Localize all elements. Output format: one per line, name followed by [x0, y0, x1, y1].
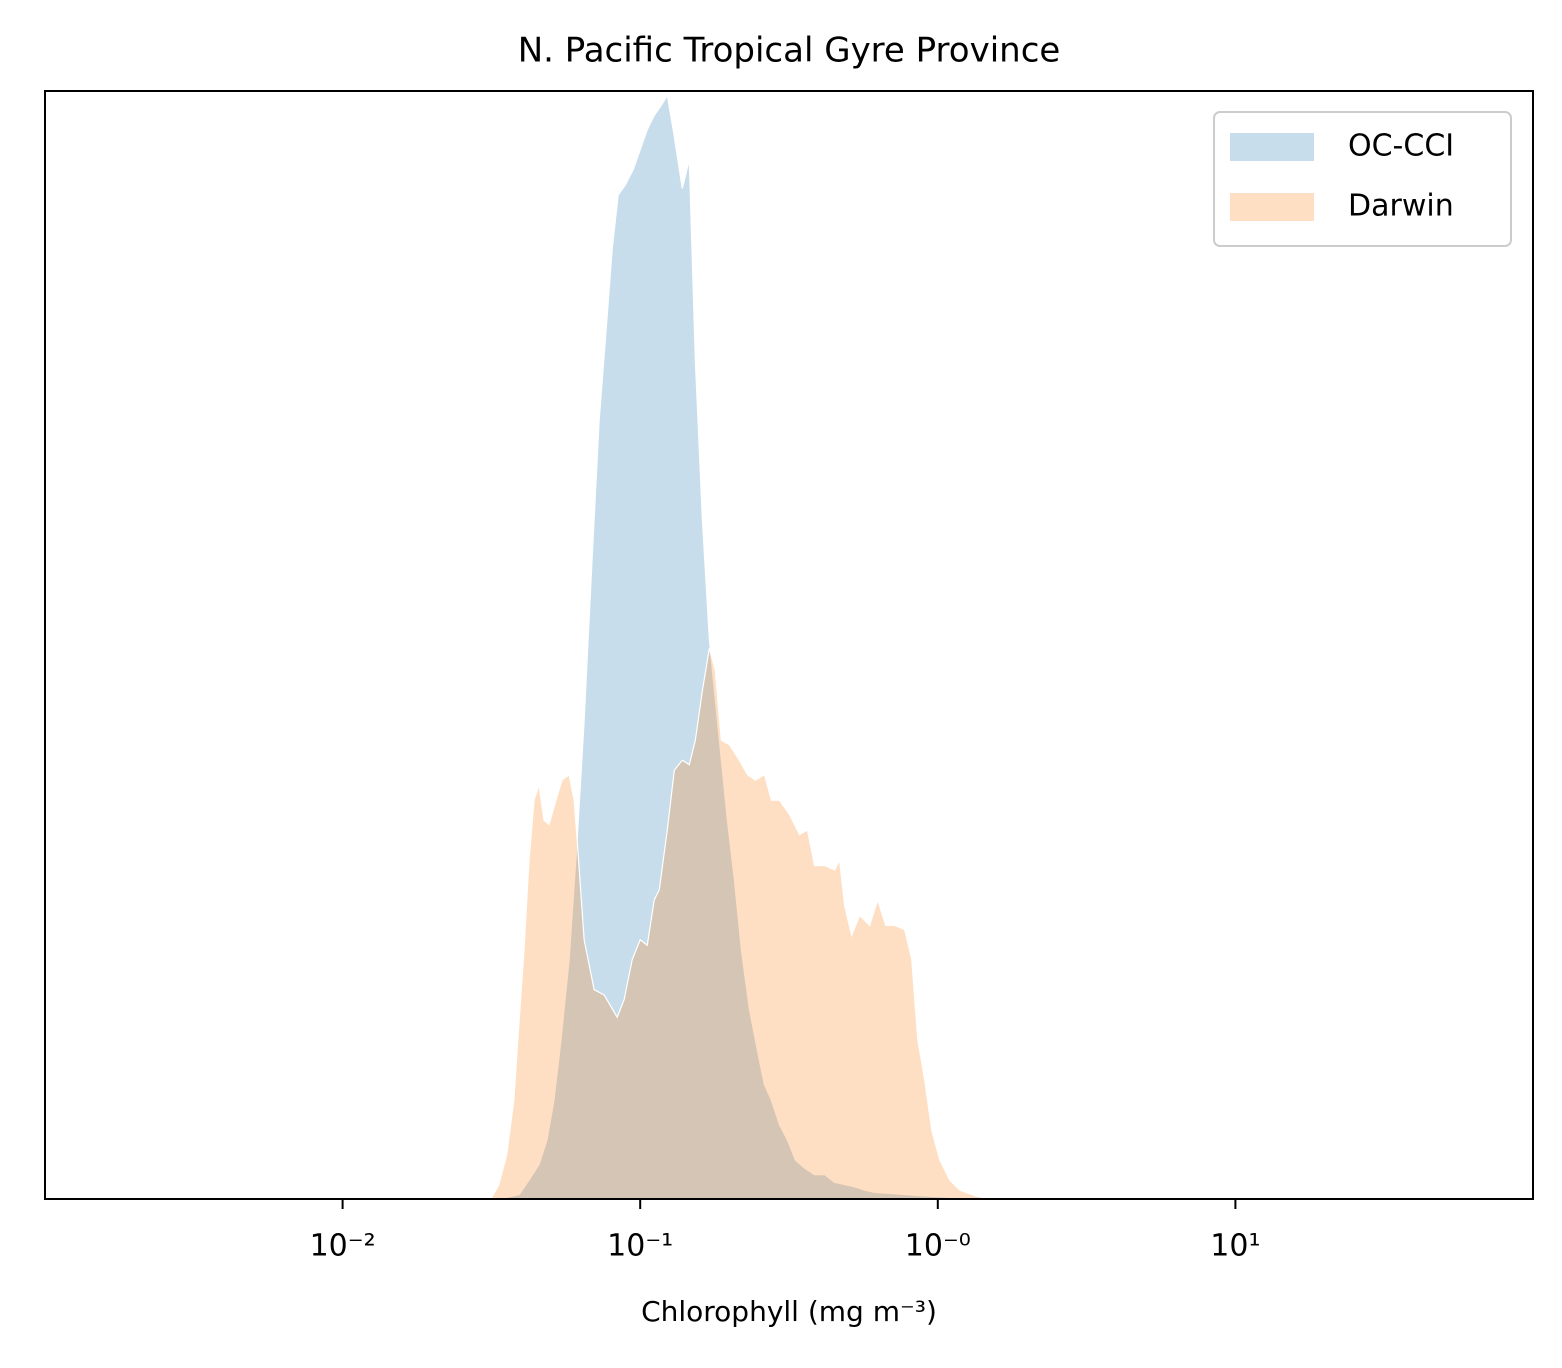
legend-swatch — [1230, 133, 1314, 161]
plot-frame — [44, 90, 1534, 1200]
x-tick-label: 10⁻¹ — [607, 1229, 673, 1264]
chart-title: N. Pacific Tropical Gyre Province — [518, 31, 1061, 71]
x-axis-label: Chlorophyll (mg m⁻³) — [641, 1295, 937, 1328]
x-tick-label: 10⁻² — [310, 1229, 376, 1264]
area — [489, 648, 990, 1200]
legend-label: Darwin — [1348, 189, 1454, 224]
legend-swatch — [1230, 193, 1314, 221]
x-tick-label: 10¹ — [1210, 1229, 1260, 1264]
area — [498, 93, 980, 1200]
legend-label: OC-CCI — [1348, 129, 1454, 164]
legend-box — [1213, 111, 1512, 247]
x-tick-label: 10⁻⁰ — [905, 1229, 971, 1264]
